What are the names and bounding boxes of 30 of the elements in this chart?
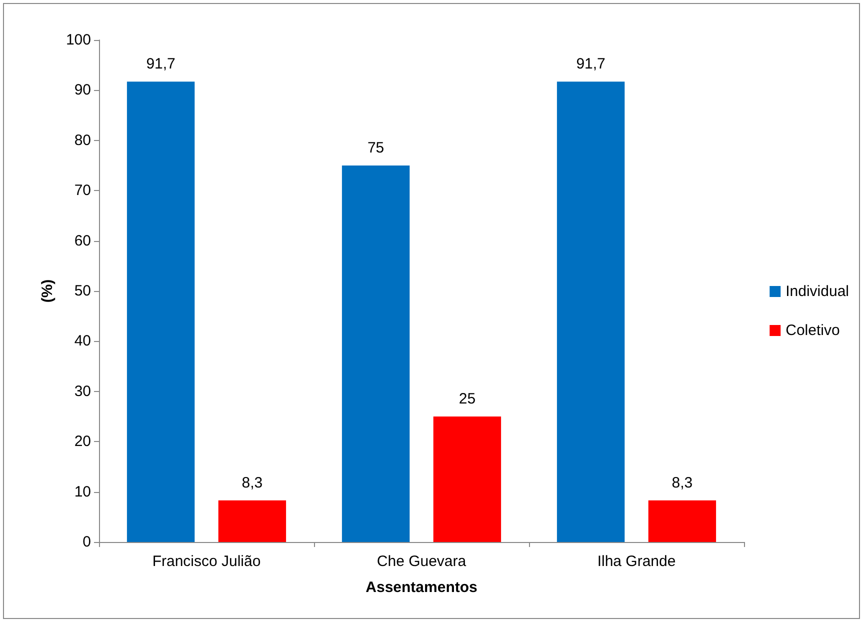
y-tick-label: 10 — [74, 483, 91, 500]
y-tick-label: 70 — [74, 182, 91, 200]
x-tick-label: Francisco Julião — [152, 553, 261, 570]
bar — [218, 500, 286, 542]
bar — [126, 82, 195, 542]
data-label: 25 — [458, 390, 476, 408]
legend-label: Individual — [786, 283, 850, 300]
x-tick-label: Che Guevara — [376, 553, 467, 570]
y-tick-label: 0 — [82, 534, 91, 550]
y-tick-label: 40 — [74, 332, 91, 350]
bar — [433, 416, 502, 542]
x-tick-label: Ilha Grande — [597, 553, 676, 570]
data-label: 91,7 — [576, 56, 606, 73]
x-axis-title: Assentamentos — [366, 579, 478, 596]
bar — [556, 82, 625, 542]
y-tick-label: 90 — [74, 82, 91, 99]
data-label: 8,3 — [242, 474, 263, 492]
data-label: 75 — [367, 140, 384, 156]
y-tick-label: 60 — [74, 232, 91, 250]
y-tick-label: 80 — [74, 132, 91, 149]
y-tick-label: 50 — [74, 282, 91, 300]
y-axis-title: (%) — [39, 279, 56, 303]
legend-label: Coletivo — [786, 322, 840, 339]
y-tick-label: 20 — [74, 433, 91, 450]
bar — [342, 166, 410, 542]
data-label: 8,3 — [672, 474, 693, 492]
data-label: 91,7 — [146, 56, 176, 73]
y-tick-label: 100 — [66, 32, 91, 48]
bar — [648, 500, 716, 542]
y-tick-label: 30 — [74, 382, 91, 400]
